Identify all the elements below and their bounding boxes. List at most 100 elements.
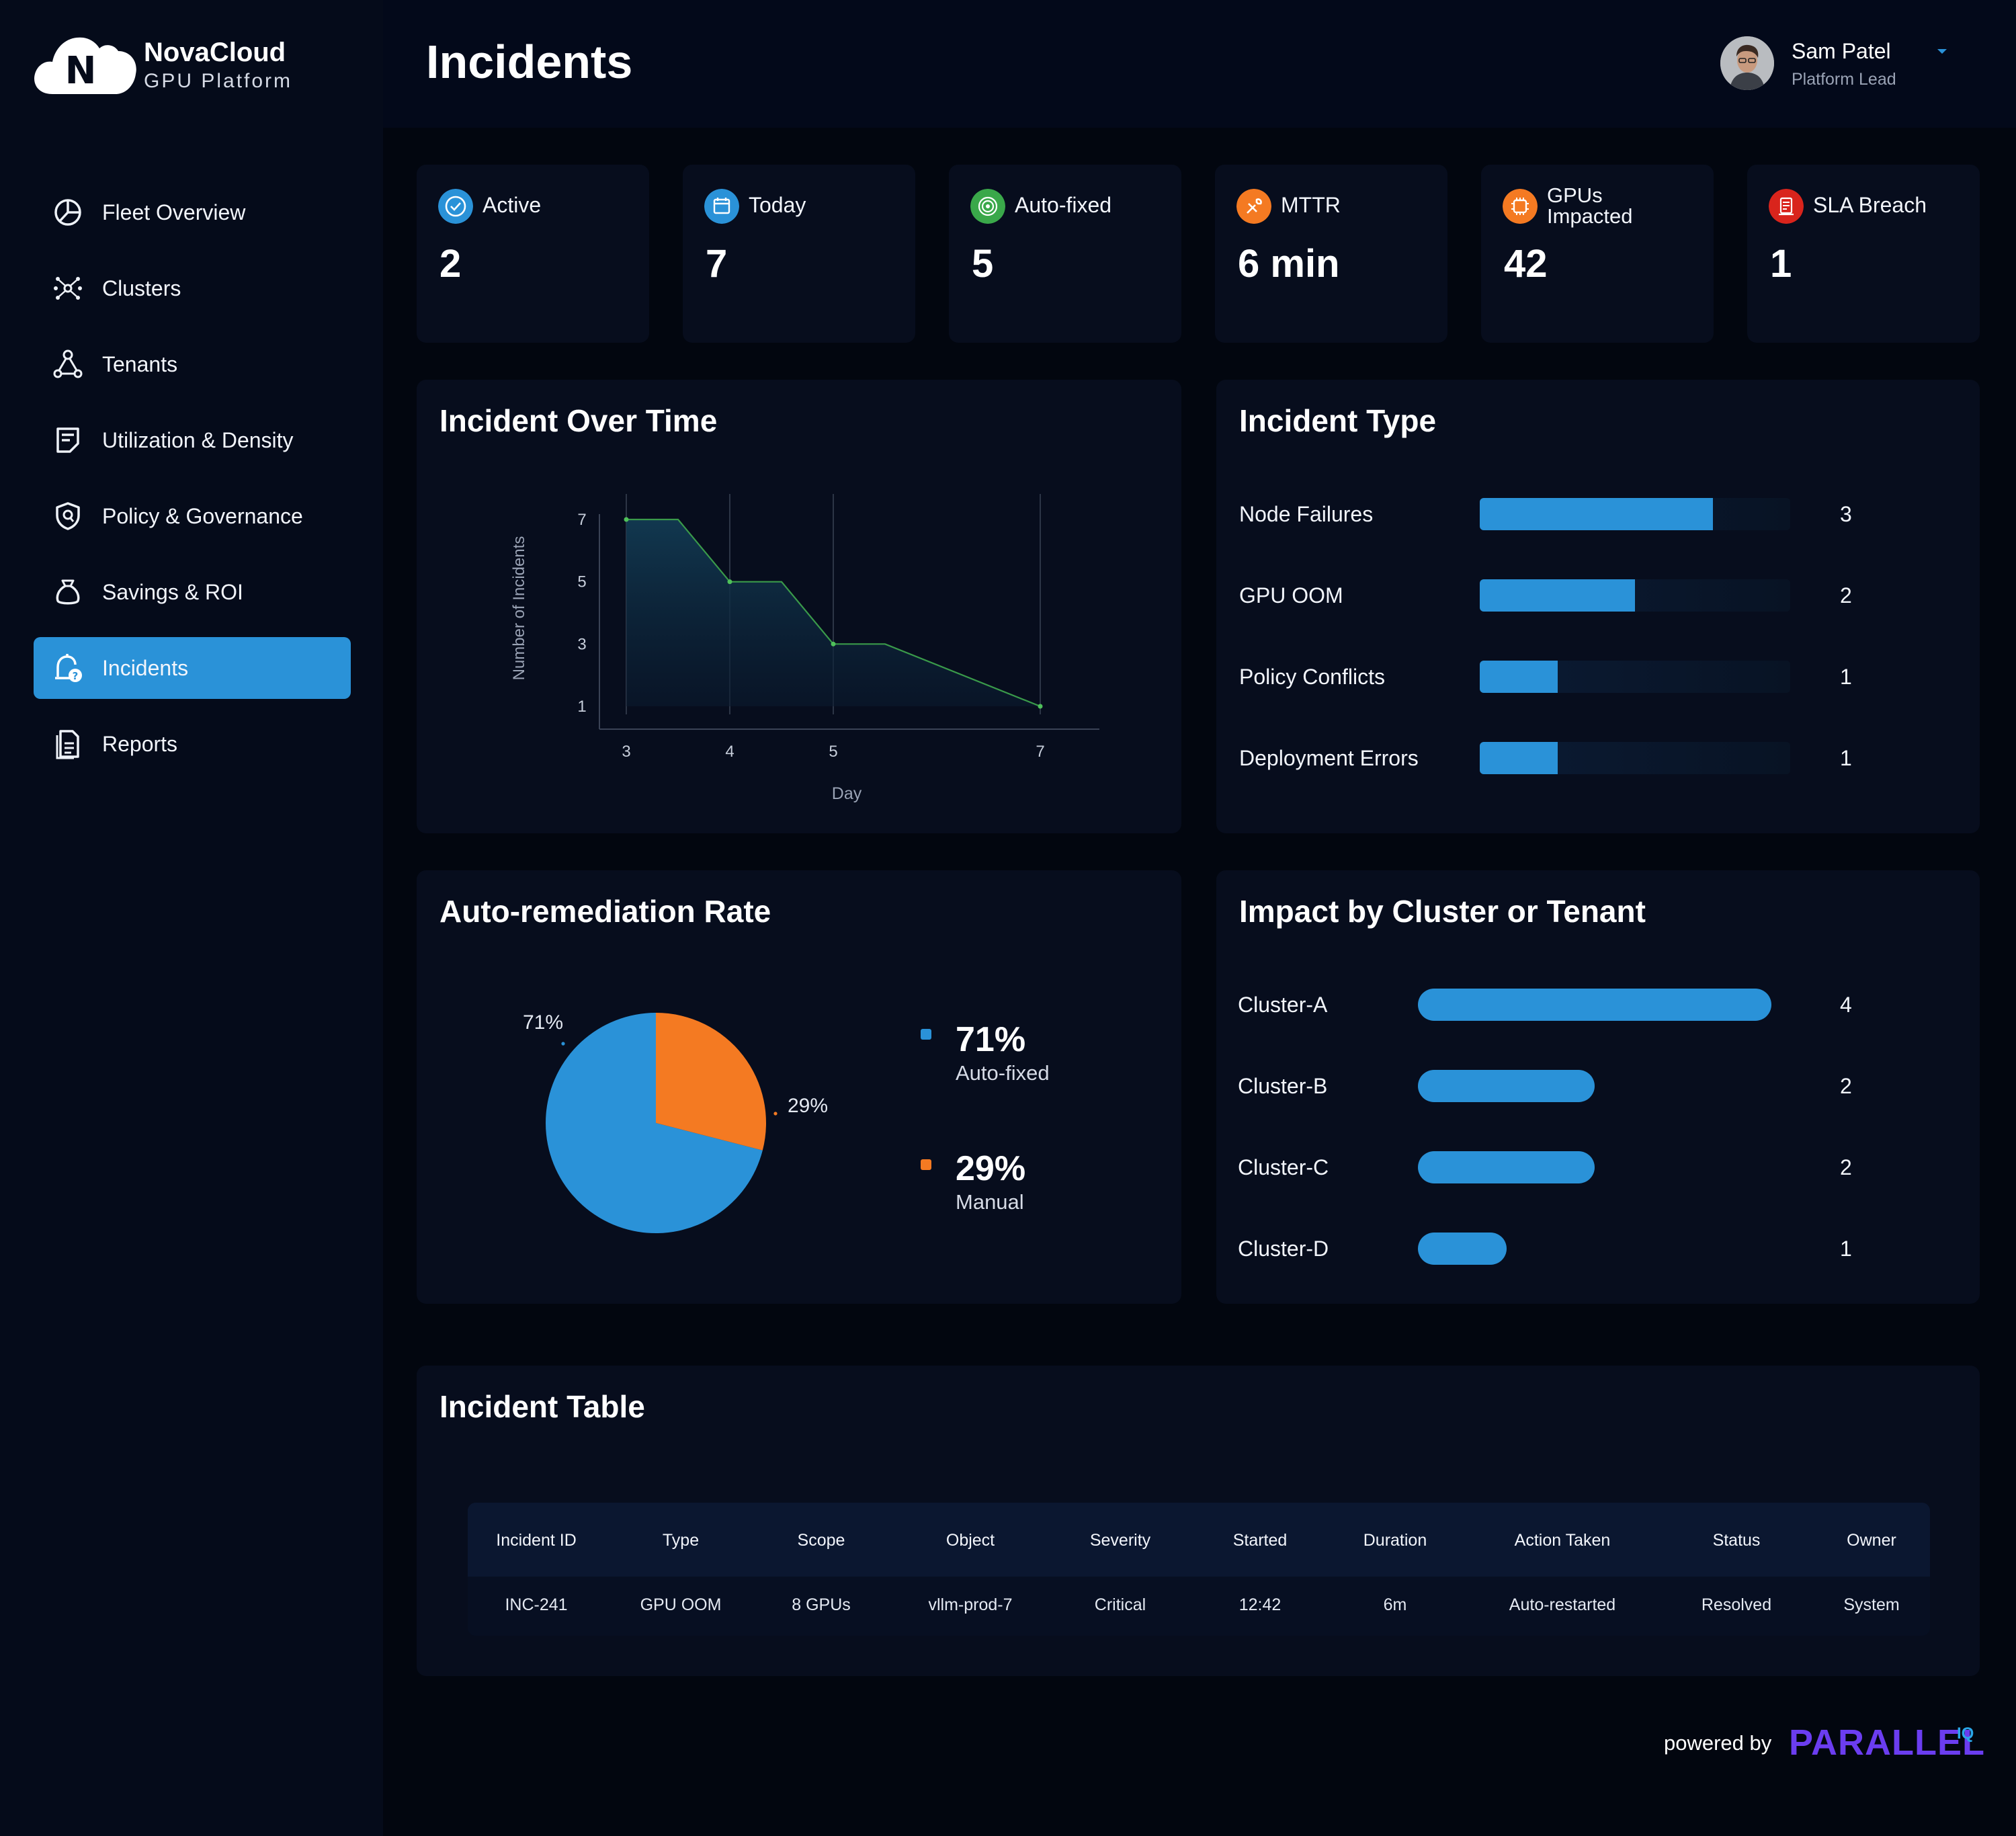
kpi-value: 42 [1504,242,1548,286]
avatar-portrait-icon [1720,36,1774,90]
bar-value: 3 [1840,502,1852,526]
sidebar-item-reports[interactable]: Reports [34,713,351,775]
user-role: Platform Lead [1792,70,1896,89]
money-bag-icon [56,579,80,605]
gpu-chip-icon [1503,189,1538,224]
kpi-label: Today [749,193,806,217]
brand[interactable]: N NovaCloud GPU Platform [32,32,355,99]
kpi-card-auto-fixed[interactable]: Auto-fixed 5 [949,165,1181,343]
kpi-value: 1 [1770,242,1792,286]
legend-swatch-manual [921,1159,931,1170]
sidebar-item-policy-governance[interactable]: Policy & Governance [34,485,351,547]
sidebar-item-clusters[interactable]: Clusters [34,257,351,319]
series-line [626,518,1041,708]
logo-letter: N [65,49,97,93]
column-header-severity[interactable]: Severity [1089,1531,1151,1550]
kpi-card-active[interactable]: Active 2 [417,165,649,343]
sidebar-item-savings-roi[interactable]: Savings & ROI [34,561,351,623]
column-header-scope[interactable]: Scope [797,1531,845,1550]
avatar[interactable] [1720,36,1774,90]
column-header-object[interactable]: Object [946,1531,995,1550]
legend-label: Auto-fixed [956,1061,1050,1085]
impact-card: Impact by Cluster or Tenant Cluster-A 4 Cl… [1216,870,1980,1304]
card-title: Incident Type [1239,403,1437,438]
user-name: Sam Patel [1792,39,1891,63]
column-header-owner[interactable]: Owner [1847,1531,1896,1550]
svg-text:?: ? [73,670,79,682]
table-header: Incident ID Type Scope Object Severity S… [468,1503,1930,1577]
sidebar-item-fleet-overview[interactable]: Fleet Overview [34,181,351,243]
bar [1480,579,1635,612]
pie-label: 29% [788,1095,828,1117]
check-circle-icon [438,189,473,224]
user-menu[interactable]: Sam Patel Platform Lead [1720,35,1953,95]
sla-document-icon [1769,189,1804,224]
bar-value: 1 [1840,1237,1852,1261]
cell-status: Resolved [1701,1595,1772,1614]
y-tick-label: 7 [577,511,586,529]
bar-track[interactable] [1480,498,1790,530]
kpi-card-gpus-impacted[interactable]: GPUs Impacted 42 [1481,165,1714,343]
table-row[interactable]: INC-241 GPU OOM 8 GPUs vllm-prod-7 Criti… [468,1577,1930,1636]
bar-track[interactable] [1480,742,1790,774]
card-title: Auto-remediation Rate [439,894,771,929]
bar-label: Cluster-A [1238,993,1328,1017]
sidebar-item-label: Clusters [102,276,181,300]
bar-value: 1 [1840,665,1852,689]
auto-remediation-card: Auto-remediation Rate 71% 29% 71% Auto-fi… [417,870,1181,1304]
bar-value: 2 [1840,1074,1852,1098]
cell-incident-id: INC-241 [505,1595,568,1614]
data-point [831,641,836,646]
cell-duration: 6m [1383,1595,1407,1614]
column-header-incident-id[interactable]: Incident ID [496,1531,577,1550]
column-header-status[interactable]: Status [1712,1531,1761,1550]
cluster-nodes-icon [54,277,82,300]
tenants-network-icon [53,349,83,378]
top-header: Incidents Sam Patel Platform Lead [383,0,2016,128]
cell-scope: 8 GPUs [792,1595,851,1614]
sidebar-item-label: Utilization & Density [102,427,294,452]
kpi-value: 7 [706,242,728,286]
column-header-started[interactable]: Started [1232,1531,1288,1550]
sidebar-item-incidents[interactable]: ? Incidents [34,637,351,699]
incident-alert-icon: ? [55,654,82,682]
data-point [727,579,732,585]
legend-label: Manual [956,1190,1024,1214]
cell-object: vllm-prod-7 [928,1595,1013,1614]
column-header-type[interactable]: Type [662,1531,700,1550]
bar[interactable] [1418,1151,1595,1183]
legend-percent: 71% [956,1020,1026,1059]
bar [1480,498,1713,530]
data-point [1038,704,1043,709]
incident-over-time-chart: 3 4 5 7 1 3 5 7 Day Number of Incidents [510,494,1099,803]
sidebar-item-label: Policy & Governance [102,503,303,528]
sidebar-item-tenants[interactable]: Tenants [34,333,351,395]
bar[interactable] [1418,989,1771,1021]
kpi-card-mttr[interactable]: MTTR 6 min [1215,165,1447,343]
incident-type-card: Incident Type Node Failures 3 GPU OOM 2 Poli… [1216,380,1980,833]
column-header-duration[interactable]: Duration [1363,1531,1427,1550]
chevron-down-icon[interactable] [1935,44,1949,58]
kpi-label: SLA Breach [1813,193,1927,217]
bar-track[interactable] [1480,579,1790,612]
cell-severity: Critical [1094,1595,1146,1614]
kpi-card-today[interactable]: Today 7 [683,165,915,343]
cell-type: GPU OOM [640,1595,722,1614]
y-axis-label: Number of Incidents [510,536,528,681]
sidebar-item-utilization-density[interactable]: Utilization & Density [34,409,351,471]
cell-action-taken: Auto-restarted [1509,1595,1616,1614]
column-header-action-taken[interactable]: Action Taken [1514,1531,1611,1550]
bar-label: Node Failures [1239,502,1374,526]
label-dot [561,1042,565,1046]
kpi-card-sla-breach[interactable]: SLA Breach 1 [1747,165,1980,343]
bar[interactable] [1418,1233,1507,1265]
bar-label: Policy Conflicts [1239,665,1385,689]
sidebar: N NovaCloud GPU Platform Fleet Overview … [0,0,383,1836]
bar[interactable] [1418,1070,1595,1102]
area-fill [626,519,1040,706]
kpi-value: 2 [439,242,462,286]
bar-label: Cluster-B [1238,1074,1328,1098]
bar-track[interactable] [1480,661,1790,693]
shield-icon [56,502,80,530]
x-tick-label: 5 [829,743,837,761]
